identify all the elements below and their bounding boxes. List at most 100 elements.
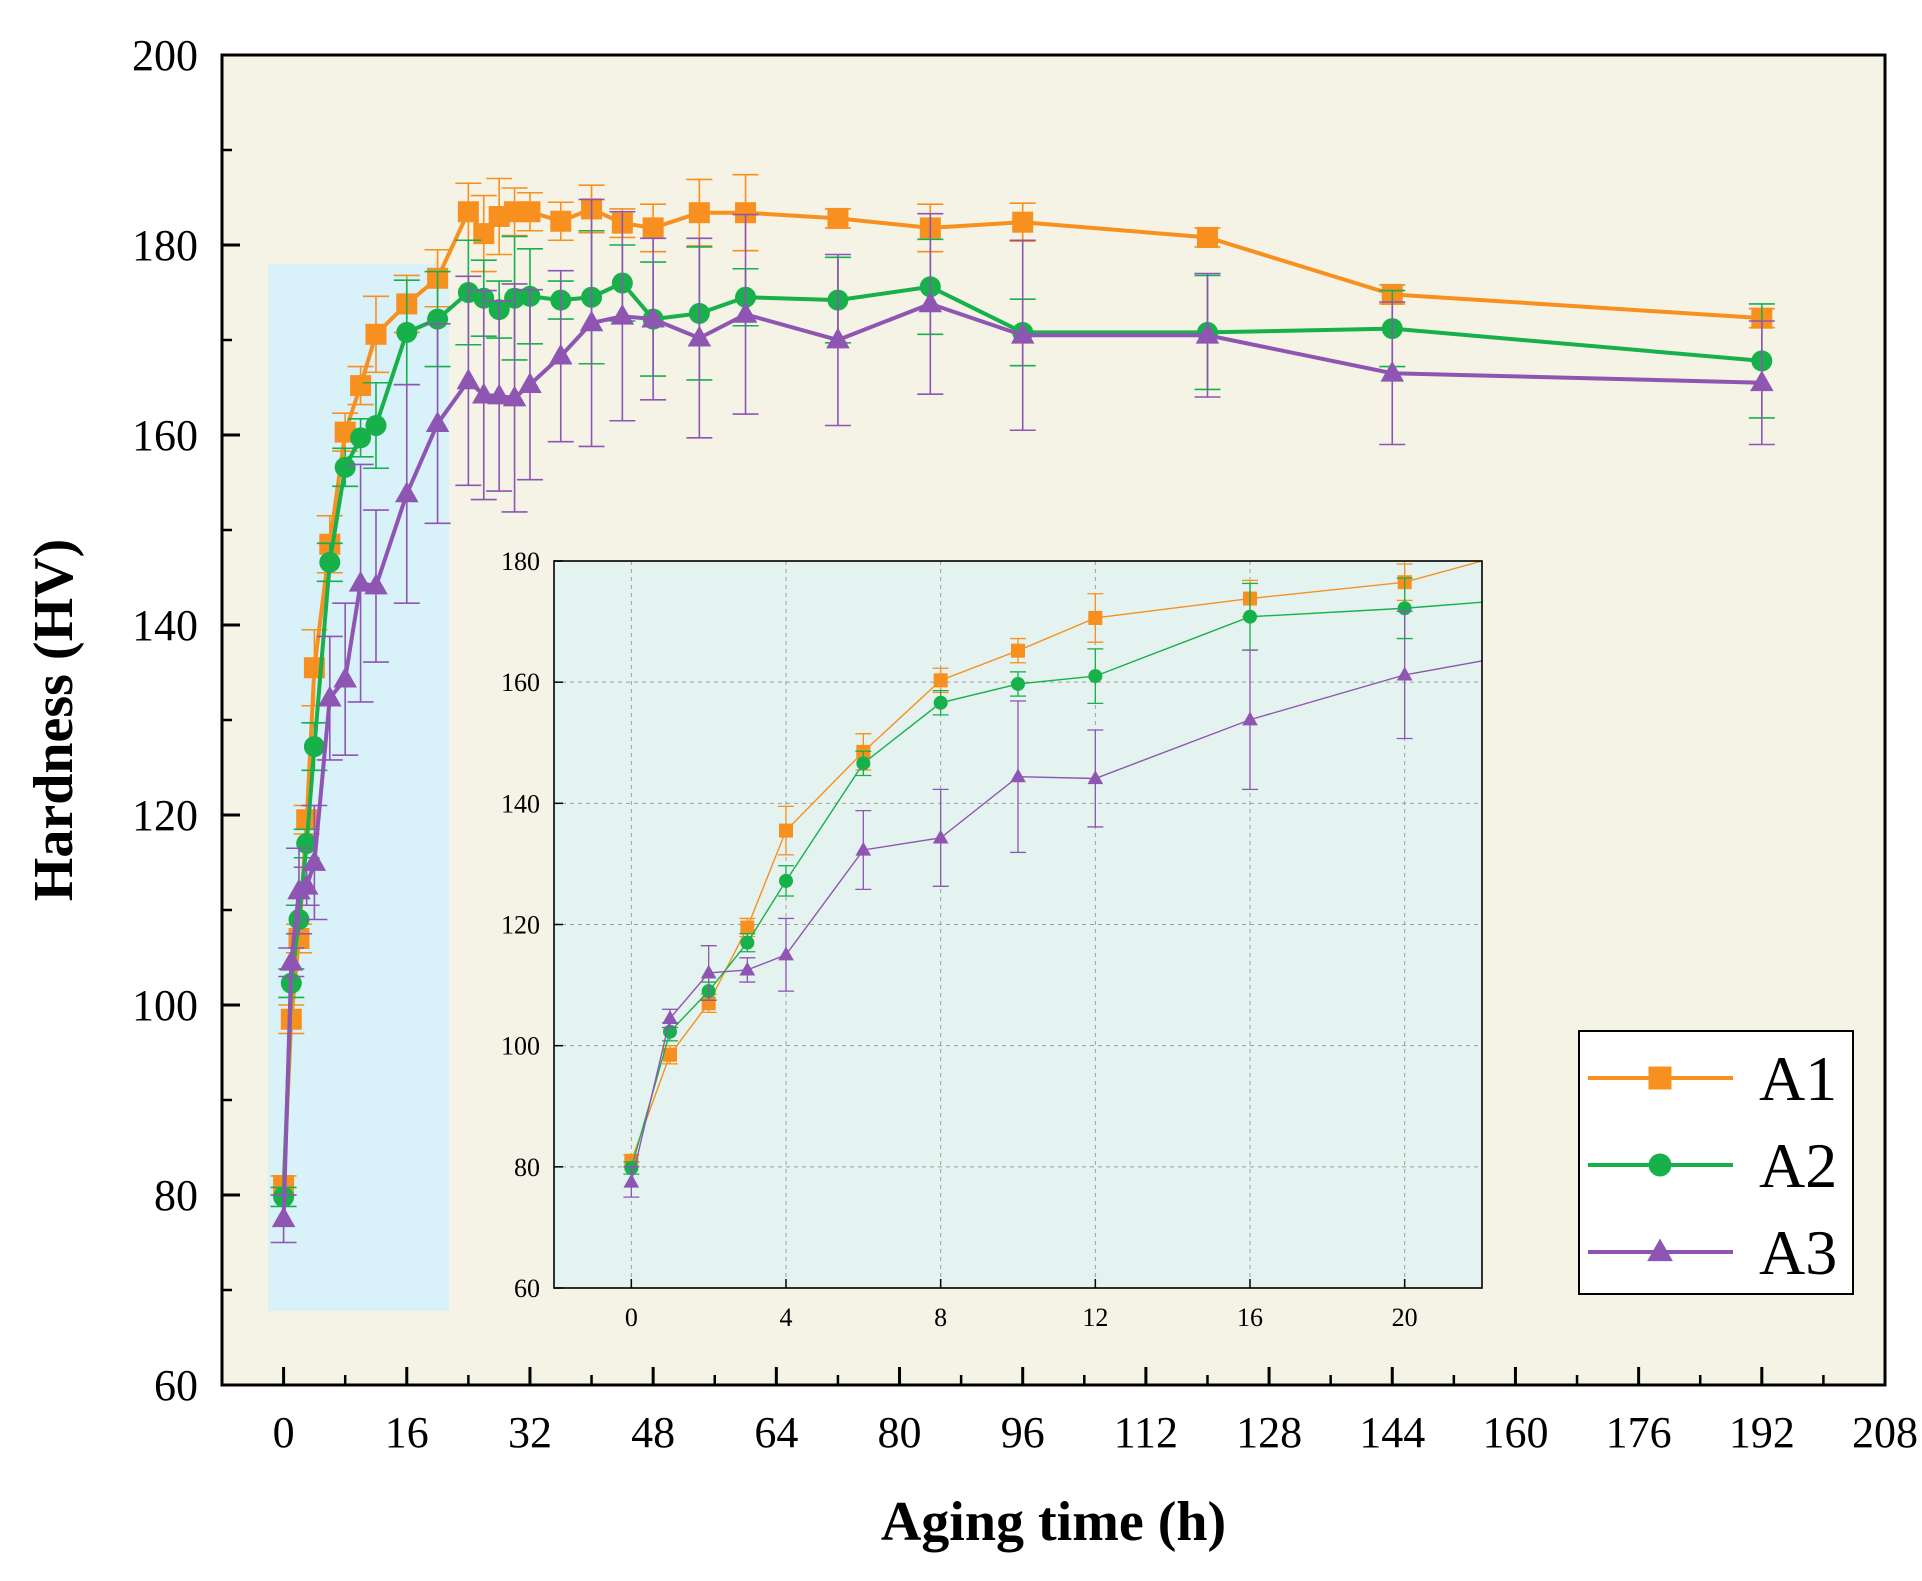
y-axis-title: Hardness (HV): [23, 539, 85, 901]
y-tick-label: 160: [132, 411, 198, 460]
main-point-A3: [318, 685, 342, 707]
inset-x-tick-label: 4: [780, 1303, 793, 1332]
inset-point-A1: [779, 823, 793, 838]
x-tick-label: 160: [1482, 1408, 1548, 1457]
inset-line-A2: [630, 601, 1483, 1169]
inset-point-A1: [1088, 610, 1103, 625]
y-tick-label: 140: [132, 601, 198, 650]
main-point-A3: [1010, 322, 1035, 344]
main-series-A3: [270, 198, 1775, 1244]
inset-plot-series: [623, 560, 1483, 1198]
x-tick-label: 16: [385, 1408, 429, 1457]
main-point-A3: [294, 873, 319, 895]
inset-point-A2: [779, 873, 793, 888]
main-point-A1: [735, 202, 757, 224]
inset-y-tick-label: 180: [501, 547, 540, 576]
main-point-A1: [1196, 226, 1218, 248]
main-point-A1: [473, 223, 495, 245]
y-tick-label: 200: [132, 31, 198, 80]
x-tick-label: 192: [1729, 1408, 1795, 1457]
inset-y-tick-label: 120: [501, 911, 540, 940]
main-point-A3: [1750, 370, 1774, 392]
y-tick-label: 100: [132, 981, 198, 1030]
legend-label-A1: A1: [1759, 1043, 1837, 1114]
inset-point-A2: [933, 695, 948, 710]
main-point-A3: [1195, 322, 1220, 344]
inset-point-A1: [1011, 643, 1025, 658]
main-point-A3: [579, 310, 604, 332]
inset-line-A3: [630, 660, 1483, 1183]
highlight-region: [268, 264, 450, 1311]
main-point-A2: [365, 415, 387, 436]
main-point-A1: [519, 201, 541, 223]
inset-point-A2: [1011, 676, 1025, 691]
x-tick-label: 0: [273, 1408, 295, 1457]
main-point-A3: [456, 368, 481, 390]
inset-point-A3: [739, 961, 756, 976]
main-point-A3: [733, 301, 758, 323]
main-point-A3: [826, 327, 850, 349]
legend-marker-A2: [1648, 1153, 1672, 1177]
main-point-A1: [550, 210, 572, 232]
main-point-A1: [1012, 211, 1034, 233]
x-tick-label: 208: [1852, 1408, 1918, 1457]
inset-series-A1: [623, 560, 1483, 1168]
inset-y-tick-label: 80: [514, 1153, 540, 1182]
inset-point-A2: [1088, 669, 1103, 684]
x-tick-label: 96: [1001, 1408, 1045, 1457]
x-tick-label: 64: [754, 1408, 798, 1457]
y-tick-label: 80: [154, 1171, 198, 1220]
main-point-A3: [333, 666, 357, 688]
main-point-A3: [502, 385, 527, 407]
inset-x-tick-label: 16: [1237, 1303, 1263, 1332]
main-point-A2: [396, 321, 418, 343]
main-point-A1: [642, 217, 664, 239]
main-point-A3: [302, 850, 327, 871]
inset-point-A2: [1243, 609, 1257, 624]
inset-point-A2: [740, 935, 755, 950]
inset-x-tick-label: 0: [625, 1303, 638, 1332]
main-point-A1: [365, 323, 387, 345]
x-tick-label: 32: [508, 1408, 552, 1457]
inset-point-A1: [933, 673, 948, 688]
legend-label-A3: A3: [1759, 1217, 1837, 1288]
main-point-A3: [472, 382, 496, 404]
inset-x-tick-label: 8: [934, 1303, 947, 1332]
inset-point-A3: [778, 946, 794, 961]
main-plot-ticks: 0 16 32 48 64 80 96 112 128 144 160 176 192 208608010…: [132, 31, 1918, 1457]
x-tick-label: 80: [878, 1408, 922, 1457]
x-tick-label: 112: [1114, 1408, 1178, 1457]
inset-point-A2: [856, 756, 871, 771]
inset-plot-ticks: 0 4 8 12 16 20 60 80 100 120 140 160 180: [501, 547, 1418, 1332]
main-point-A3: [364, 573, 388, 595]
main-point-A3: [425, 411, 450, 432]
inset-y-tick-label: 60: [514, 1274, 540, 1303]
x-tick-label: 144: [1359, 1408, 1425, 1457]
x-tick-label: 128: [1236, 1408, 1302, 1457]
legend: A1 A2 A3: [1578, 1030, 1854, 1295]
legend-label-A2: A2: [1759, 1130, 1837, 1201]
main-plot-series: [270, 173, 1775, 1244]
y-tick-label: 120: [132, 791, 198, 840]
inset-y-tick-label: 100: [501, 1032, 540, 1061]
inset-y-tick-label: 140: [501, 789, 540, 818]
inset-point-A3: [1242, 711, 1258, 726]
main-point-A3: [641, 306, 665, 328]
main-point-A2: [303, 736, 325, 758]
inset-y-tick-label: 160: [501, 668, 540, 697]
main-point-A3: [610, 303, 635, 325]
main-point-A3: [395, 481, 419, 503]
main-point-A1: [688, 202, 710, 224]
main-point-A2: [334, 456, 356, 478]
main-point-A3: [487, 383, 511, 405]
x-axis-title: Aging time (h): [881, 1491, 1226, 1553]
y-tick-label: 180: [132, 221, 198, 270]
inset-point-A3: [700, 964, 717, 979]
inset-x-tick-label: 12: [1082, 1303, 1108, 1332]
main-point-A3: [279, 949, 304, 971]
y-tick-label: 60: [154, 1361, 198, 1410]
legend-marker-A3: [1647, 1238, 1673, 1262]
main-point-A3: [548, 343, 573, 365]
main-point-A2: [319, 551, 341, 573]
